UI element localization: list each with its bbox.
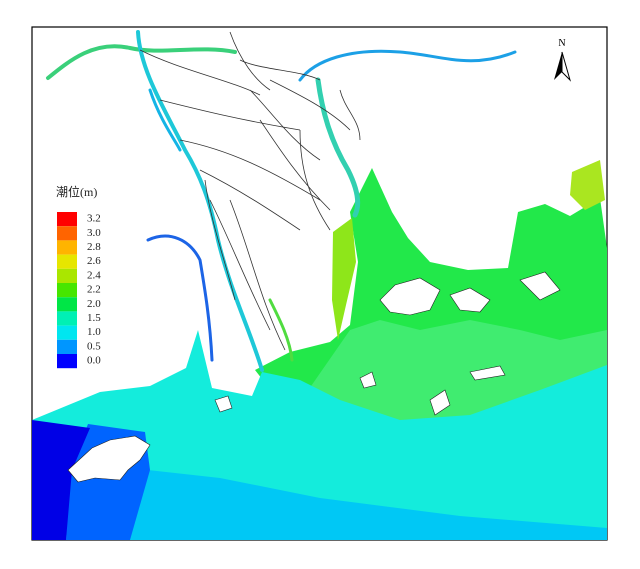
islands: [67, 271, 561, 483]
legend-swatch: [57, 226, 77, 241]
island: [379, 277, 441, 316]
legend-label: 0.0: [87, 355, 101, 367]
north-label: N: [558, 38, 565, 49]
legend-label: 3.0: [87, 227, 101, 239]
legend-label: 1.0: [87, 326, 101, 338]
island: [214, 395, 233, 413]
legend-swatch: [57, 240, 77, 255]
island: [449, 287, 491, 313]
river: [136, 30, 264, 372]
legend-swatch: [57, 254, 77, 269]
legend-swatch: [57, 268, 77, 283]
legend-label: 2.0: [87, 298, 101, 310]
estuary-yellowgreen: [332, 218, 356, 340]
legend-label: 1.5: [87, 312, 101, 324]
river: [298, 49, 517, 82]
legend-label: 2.2: [87, 284, 101, 296]
legend-swatch: [57, 212, 77, 227]
legend: 潮位(m) 3.2 3.0 2.8 2.6 2.4 2.2 2.0 1.5 1.0 0.5 0.0: [56, 184, 101, 369]
island: [359, 371, 377, 389]
island: [519, 271, 561, 301]
legend-swatch: [57, 283, 77, 298]
legend-swatch: [57, 311, 77, 326]
river: [139, 31, 361, 351]
sea-lightblue: [125, 468, 607, 540]
legend-swatch: [57, 297, 77, 312]
legend-label: 3.2: [87, 213, 101, 225]
legend-label: 2.8: [87, 241, 101, 253]
island: [469, 365, 506, 381]
legend-swatch: [57, 354, 77, 369]
island: [429, 389, 451, 416]
north-arrow-right: [561, 51, 572, 82]
legend-swatch: [57, 339, 77, 354]
river: [315, 77, 361, 218]
river-network: [46, 30, 517, 372]
north-arrow-left: [554, 52, 562, 80]
legend-title: 潮位(m): [56, 184, 97, 199]
legend-swatch: [57, 325, 77, 340]
north-arrow: N: [554, 38, 572, 82]
sea-blue: [32, 420, 90, 540]
legend-label: 2.6: [87, 255, 101, 267]
legend-label: 2.4: [87, 269, 101, 281]
river: [146, 234, 214, 362]
island: [67, 435, 151, 483]
river: [268, 298, 294, 362]
river: [148, 88, 182, 152]
river: [46, 44, 237, 80]
legend-label: 0.5: [87, 340, 101, 352]
east-patch: [570, 160, 605, 210]
